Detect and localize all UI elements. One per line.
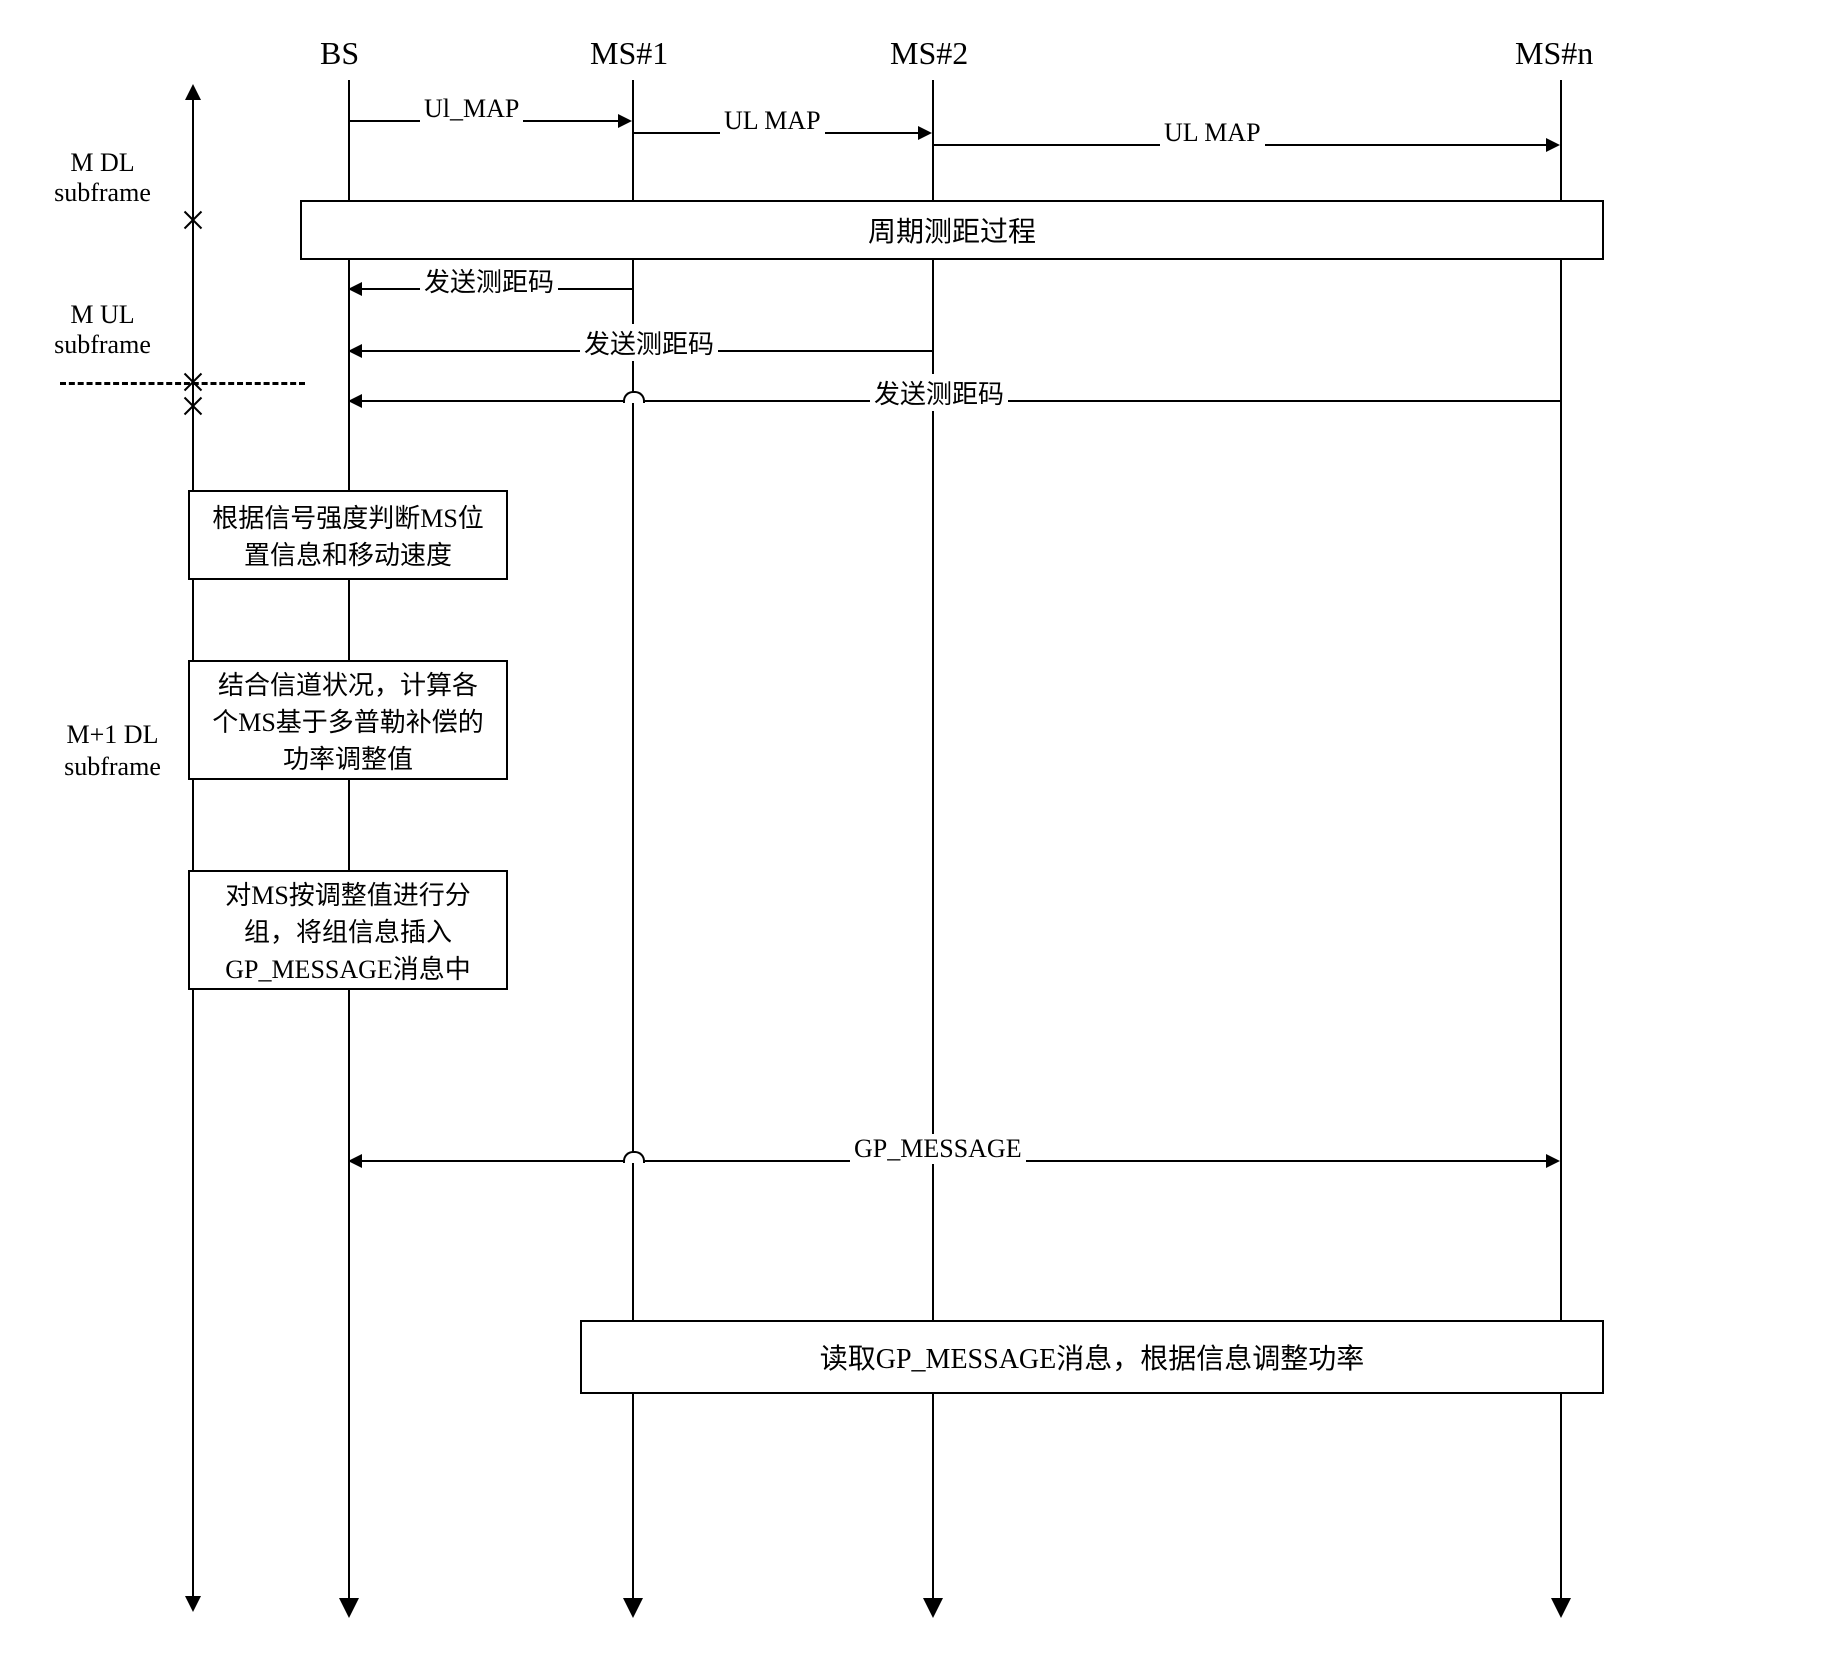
msg-ranging-msn-bs-label: 发送测距码	[870, 374, 1008, 411]
header-ms1: MS#1	[590, 35, 668, 72]
bs-step-1-line-2: 置信息和移动速度	[212, 535, 484, 572]
msg-ulmap-ms2-msn-label: UL MAP	[1160, 118, 1265, 148]
bs-step-3: 对MS按调整值进行分 组，将组信息插入 GP_MESSAGE消息中	[188, 870, 508, 990]
bs-step-2: 结合信道状况，计算各 个MS基于多普勒补偿的 功率调整值	[188, 660, 508, 780]
bs-step-1-line-1: 根据信号强度判断MS位	[212, 498, 484, 535]
msg-gp-message-label: GP_MESSAGE	[850, 1134, 1026, 1164]
bump-ranging-msn-ms1	[623, 391, 645, 403]
label-m1-dl-2: subframe	[40, 752, 185, 782]
bs-step-2-line-3: 功率调整值	[212, 739, 484, 776]
msg-ulmap-ms1-ms2-label: UL MAP	[720, 106, 825, 136]
header-bs: BS	[320, 35, 359, 72]
band-read-gp-label: 读取GP_MESSAGE消息，根据信息调整功率	[820, 1337, 1364, 1377]
bs-step-3-line-2: 组，将组信息插入	[225, 912, 471, 949]
band-periodic-ranging-label: 周期测距过程	[868, 210, 1036, 250]
frame-join-3	[181, 394, 205, 418]
label-m1-dl-1: M+1 DL	[40, 720, 185, 750]
msg-ranging-ms1-bs-label: 发送测距码	[420, 262, 558, 299]
bs-step-1: 根据信号强度判断MS位 置信息和移动速度	[188, 490, 508, 580]
lifeline-msn-end	[1551, 1598, 1571, 1618]
msg-ulmap-bs-ms1-label: Ul_MAP	[420, 94, 523, 124]
frame-join-1	[181, 208, 205, 232]
bs-step-2-line-1: 结合信道状况，计算各	[212, 665, 484, 702]
band-periodic-ranging: 周期测距过程	[300, 200, 1604, 260]
bs-step-3-line-1: 对MS按调整值进行分	[225, 875, 471, 912]
header-ms2: MS#2	[890, 35, 968, 72]
bs-step-3-line-3: GP_MESSAGE消息中	[225, 949, 471, 986]
frame-cap-bottom	[185, 1596, 201, 1612]
lifeline-ms2-end	[923, 1598, 943, 1618]
label-m-ul: M UL subframe	[20, 300, 185, 360]
frame-dashed-divider	[60, 382, 305, 385]
frame-cap-top	[185, 84, 201, 100]
bs-step-2-line-2: 个MS基于多普勒补偿的	[212, 702, 484, 739]
label-m-dl: M DL subframe	[20, 148, 185, 208]
band-read-gp: 读取GP_MESSAGE消息，根据信息调整功率	[580, 1320, 1604, 1394]
bump-gp-ms1	[623, 1151, 645, 1163]
lifeline-ms1-end	[623, 1598, 643, 1618]
frame-bracket	[192, 98, 194, 1598]
msg-ranging-ms2-bs-label: 发送测距码	[580, 324, 718, 361]
header-msn: MS#n	[1515, 35, 1593, 72]
lifeline-bs-end	[339, 1598, 359, 1618]
lifeline-bs	[348, 80, 350, 1600]
